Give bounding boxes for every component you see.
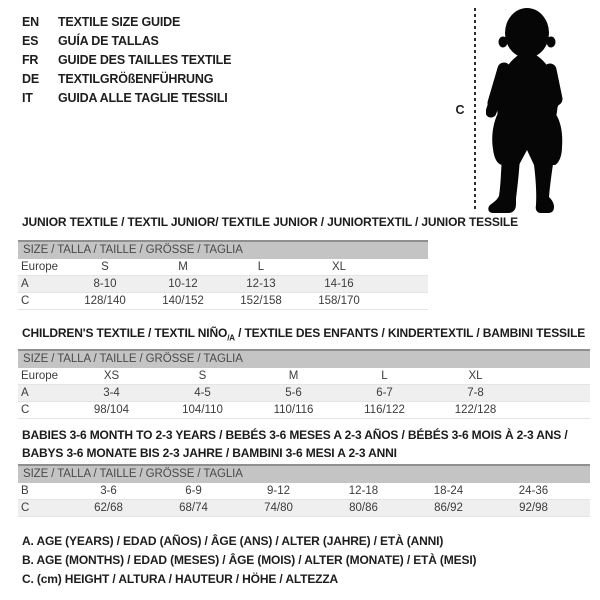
row-label: A bbox=[18, 275, 66, 293]
size-cell: 158/170 bbox=[300, 292, 378, 310]
children-title-prefix: CHILDREN'S TEXTILE / TEXTIL NIÑO bbox=[22, 326, 228, 340]
row-label: C bbox=[18, 401, 66, 419]
junior-row-europe: Europe S M L XL bbox=[18, 259, 428, 276]
size-cell: 10-12 bbox=[144, 275, 222, 293]
height-dotted-line bbox=[474, 8, 476, 212]
babies-row-b: B 3-6 6-9 9-12 12-18 18-24 24-36 bbox=[18, 483, 590, 500]
size-cell: 3-4 bbox=[66, 384, 157, 402]
size-cell: XL bbox=[300, 259, 378, 276]
size-cell: 7-8 bbox=[430, 384, 521, 402]
legend-line-a: A. AGE (YEARS) / EDAD (AÑOS) / ÂGE (ANS)… bbox=[22, 534, 444, 548]
children-row-a: A 3-4 4-5 5-6 6-7 7-8 bbox=[18, 384, 590, 402]
height-label-c: C bbox=[455, 103, 465, 117]
children-row-c: C 98/104 104/110 110/116 116/122 122/128 bbox=[18, 401, 590, 419]
size-cell: 92/98 bbox=[491, 499, 576, 517]
size-cell: 152/158 bbox=[222, 292, 300, 310]
size-cell: 116/122 bbox=[339, 401, 430, 419]
size-cell: S bbox=[157, 368, 248, 385]
row-label: Europe bbox=[18, 259, 66, 276]
size-cell: 98/104 bbox=[66, 401, 157, 419]
junior-size-header-bar: SIZE / TALLA / TAILLE / GRÖSSE / TAGLIA bbox=[18, 240, 428, 259]
size-cell: M bbox=[248, 368, 339, 385]
children-row-europe: Europe XS S M L XL bbox=[18, 368, 590, 385]
size-cell: XS bbox=[66, 368, 157, 385]
size-cell: 140/152 bbox=[144, 292, 222, 310]
size-cell: 18-24 bbox=[406, 483, 491, 500]
language-code: IT bbox=[22, 91, 33, 105]
language-code: EN bbox=[22, 15, 39, 29]
language-row-it: IT GUIDA ALLE TAGLIE TESSILI bbox=[22, 89, 231, 108]
row-label: C bbox=[18, 292, 66, 310]
size-cell: M bbox=[144, 259, 222, 276]
children-size-header-bar: SIZE / TALLA / TAILLE / GRÖSSE / TAGLIA bbox=[18, 349, 590, 368]
language-title: TEXTILE SIZE GUIDE bbox=[58, 15, 181, 29]
legend-line-c: C. (cm) HEIGHT / ALTURA / HAUTEUR / HÖHE… bbox=[22, 572, 339, 586]
size-cell: 80/86 bbox=[321, 499, 406, 517]
size-cell: 24-36 bbox=[491, 483, 576, 500]
language-code: DE bbox=[22, 72, 39, 86]
legend: A. AGE (YEARS) / EDAD (AÑOS) / ÂGE (ANS)… bbox=[22, 532, 477, 589]
size-cell: 4-5 bbox=[157, 384, 248, 402]
babies-title-line2: BABYS 3-6 MONATE BIS 2-3 JAHRE / BAMBINI… bbox=[22, 446, 397, 460]
size-cell: 12-18 bbox=[321, 483, 406, 500]
row-label: Europe bbox=[18, 368, 66, 385]
size-cell: XL bbox=[430, 368, 521, 385]
size-cell: 122/128 bbox=[430, 401, 521, 419]
baby-silhouette-icon bbox=[486, 8, 563, 213]
babies-table-title: BABIES 3-6 MONTH TO 2-3 YEARS / BEBÉS 3-… bbox=[22, 426, 568, 462]
size-cell: 12-13 bbox=[222, 275, 300, 293]
height-figure: C bbox=[450, 5, 582, 217]
babies-size-header-bar: SIZE / TALLA / TAILLE / GRÖSSE / TAGLIA bbox=[18, 464, 590, 483]
language-row-en: EN TEXTILE SIZE GUIDE bbox=[22, 13, 231, 32]
language-code: FR bbox=[22, 53, 39, 67]
children-size-table: SIZE / TALLA / TAILLE / GRÖSSE / TAGLIA … bbox=[18, 349, 590, 419]
junior-table-title: JUNIOR TEXTILE / TEXTIL JUNIOR/ TEXTILE … bbox=[22, 215, 518, 229]
language-list: EN TEXTILE SIZE GUIDE ES GUÍA DE TALLAS … bbox=[22, 13, 231, 108]
junior-row-c: C 128/140 140/152 152/158 158/170 bbox=[18, 292, 428, 310]
size-cell: 9-12 bbox=[236, 483, 321, 500]
babies-row-c: C 62/68 68/74 74/80 80/86 86/92 92/98 bbox=[18, 499, 590, 517]
size-cell: 6-9 bbox=[151, 483, 236, 500]
row-label: B bbox=[18, 483, 66, 500]
babies-title-line1: BABIES 3-6 MONTH TO 2-3 YEARS / BEBÉS 3-… bbox=[22, 428, 568, 442]
language-row-es: ES GUÍA DE TALLAS bbox=[22, 32, 231, 51]
language-row-fr: FR GUIDE DES TAILLES TEXTILE bbox=[22, 51, 231, 70]
size-cell: 6-7 bbox=[339, 384, 430, 402]
size-cell: S bbox=[66, 259, 144, 276]
legend-line-b: B. AGE (MONTHS) / EDAD (MESES) / ÂGE (MO… bbox=[22, 553, 477, 567]
size-cell: 128/140 bbox=[66, 292, 144, 310]
size-cell: L bbox=[222, 259, 300, 276]
language-title: GUIDA ALLE TAGLIE TESSILI bbox=[58, 91, 228, 105]
size-cell: 86/92 bbox=[406, 499, 491, 517]
junior-row-a: A 8-10 10-12 12-13 14-16 bbox=[18, 275, 428, 293]
row-label: C bbox=[18, 499, 66, 517]
children-table-title: CHILDREN'S TEXTILE / TEXTIL NIÑO/A / TEX… bbox=[22, 326, 585, 342]
size-cell: 3-6 bbox=[66, 483, 151, 500]
language-title: GUÍA DE TALLAS bbox=[58, 34, 159, 48]
babies-size-table: SIZE / TALLA / TAILLE / GRÖSSE / TAGLIA … bbox=[18, 464, 590, 517]
children-title-suffix: / TEXTILE DES ENFANTS / KINDERTEXTIL / B… bbox=[234, 326, 586, 340]
language-code: ES bbox=[22, 34, 39, 48]
children-title-subscript: /A bbox=[227, 333, 235, 343]
size-cell: 104/110 bbox=[157, 401, 248, 419]
size-cell: 5-6 bbox=[248, 384, 339, 402]
size-cell: 62/68 bbox=[66, 499, 151, 517]
size-cell: 14-16 bbox=[300, 275, 378, 293]
junior-size-table: SIZE / TALLA / TAILLE / GRÖSSE / TAGLIA … bbox=[18, 240, 428, 310]
language-title: GUIDE DES TAILLES TEXTILE bbox=[58, 53, 232, 67]
size-cell: 8-10 bbox=[66, 275, 144, 293]
language-row-de: DE TEXTILGRÖßENFÜHRUNG bbox=[22, 70, 231, 89]
size-cell: L bbox=[339, 368, 430, 385]
row-label: A bbox=[18, 384, 66, 402]
language-title: TEXTILGRÖßENFÜHRUNG bbox=[58, 72, 214, 86]
size-cell: 110/116 bbox=[248, 401, 339, 419]
size-cell: 68/74 bbox=[151, 499, 236, 517]
size-cell: 74/80 bbox=[236, 499, 321, 517]
